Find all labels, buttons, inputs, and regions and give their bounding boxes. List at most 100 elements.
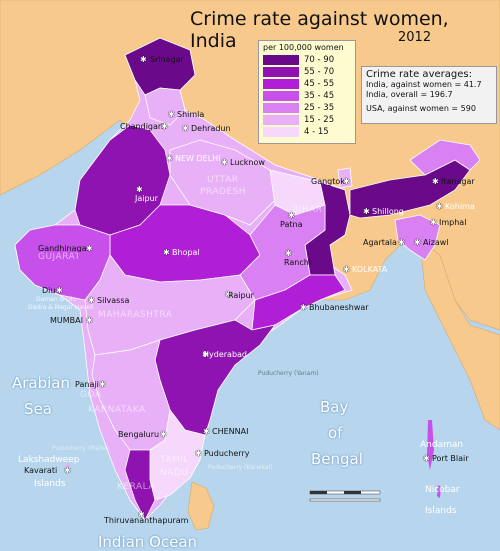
sea-label-indian-ocean: Indian Ocean xyxy=(98,533,198,551)
legend-swatch xyxy=(263,103,299,113)
city-label-hyderabad: Hyderabad xyxy=(203,350,247,359)
territory-label-daman: Daman & Diu xyxy=(36,296,77,303)
map-title: Crime rate against women, India xyxy=(190,8,449,52)
city-label-raipur: Raipur xyxy=(228,291,254,300)
city-label-port-blair: Port Blair xyxy=(432,454,469,463)
city-label-imphal: Imphal xyxy=(439,218,467,227)
legend-label: 25 - 35 xyxy=(304,103,335,113)
state-label-nadu: NADU xyxy=(160,468,189,478)
city-thiruvananthapuram: ✱ xyxy=(138,510,145,519)
city-shimla: ✱ xyxy=(168,110,175,119)
legend-label: 4 - 15 xyxy=(304,127,329,137)
island-label-lakshadweep-islands: Islands xyxy=(34,479,66,489)
city-bengaluru: ✱ xyxy=(160,430,167,439)
state-label-maharashtra: MAHARASHTRA xyxy=(98,310,173,320)
city-hyderabad: ✱ xyxy=(202,350,209,359)
city-jaipur: ✱ xyxy=(136,185,143,194)
city-kohima: ✱ xyxy=(436,202,443,211)
legend-label: 45 - 55 xyxy=(304,79,335,89)
city-label-panaji: Panaji xyxy=(75,380,99,389)
city-chennai: ✱ xyxy=(203,427,210,436)
city-chandigarh: ✱ xyxy=(161,122,168,131)
region-northeast xyxy=(349,159,471,219)
city-label-agartala: Agartala xyxy=(363,238,397,247)
average-usa-women: USA, against women = 590 xyxy=(366,104,476,113)
city-dehradun: ✱ xyxy=(182,124,189,133)
city-label-srinagar: Srinagar xyxy=(150,55,184,64)
region-tripura-mizoram xyxy=(394,214,441,261)
legend-label: 35 - 45 xyxy=(304,91,335,101)
city-shillong: ✱ xyxy=(363,207,370,216)
city-label-bengaluru: Bengaluru xyxy=(118,430,160,439)
territory-label-mahe: Puducherry (Mahe) xyxy=(52,445,110,452)
city-mumbai: ✱ xyxy=(86,316,93,325)
island-label-lakshadweep: Lakshadweep xyxy=(18,455,80,465)
city-bhopal: ✱ xyxy=(163,248,170,257)
territory-label-karaikal: Puducherry (Karaikal) xyxy=(208,464,273,471)
island-label-andaman: Andaman xyxy=(420,440,464,450)
state-label-tamil: TAMIL xyxy=(160,455,189,465)
legend-label: 55 - 70 xyxy=(304,67,335,77)
city-label-ranchi: Ranchi xyxy=(284,258,312,267)
city-raipur: ✱ xyxy=(225,290,232,299)
legend-label: 70 - 90 xyxy=(304,55,335,65)
city-bhubaneshwar: ✱ xyxy=(300,303,307,312)
average-india-women: India, against women = 41.7 xyxy=(366,80,482,89)
city-label-patna: Patna xyxy=(280,220,303,229)
city-label-mumbai: MUMBAI xyxy=(50,316,83,325)
legend-label: 15 - 25 xyxy=(304,115,335,125)
legend-title: per 100,000 women xyxy=(263,43,344,52)
city-gangtok: ✱ xyxy=(343,177,350,186)
sea-label-arabian-sea: Sea xyxy=(24,400,52,418)
city-lucknow: ✱ xyxy=(221,158,228,167)
city-label-shimla: Shimla xyxy=(177,110,205,119)
state-label-goa: GOA xyxy=(80,390,102,400)
legend-item: 45 - 55 xyxy=(263,78,351,90)
lakshadweep-islands xyxy=(66,463,70,467)
legend-swatch xyxy=(263,55,299,65)
city-kavarati: ✱ xyxy=(64,466,71,475)
sea-label-arabian: Arabian xyxy=(12,374,71,392)
city-new-delhi: ✱ xyxy=(166,154,173,163)
map-year: 2012 xyxy=(398,30,432,45)
region-east-central xyxy=(239,204,326,301)
city-label-kolkata: KOLKATA xyxy=(352,265,388,274)
territory-label-dadra: Dadra & Nagar Haveli xyxy=(28,304,94,311)
city-label-kavarati: Kavarati xyxy=(24,466,58,475)
sea-label-bay: Bay xyxy=(320,398,349,416)
city-puducherry: ✱ xyxy=(195,449,202,458)
city-silvassa: ✱ xyxy=(88,296,95,305)
city-srinagar: ✱ xyxy=(140,55,147,64)
island-label-nicobar-islands: Islands xyxy=(425,506,457,516)
scale-bar xyxy=(309,490,381,502)
nicobar-islands xyxy=(437,485,441,498)
city-label-gandhinagar: Gandhinagar xyxy=(38,244,90,253)
state-label-kerala: KERALA xyxy=(117,482,156,492)
city-ranchi: ✱ xyxy=(285,249,292,258)
myanmar-land xyxy=(419,239,500,431)
city-agartala: ✱ xyxy=(398,238,405,247)
region-up xyxy=(169,139,276,226)
region-kerala xyxy=(124,449,156,521)
city-gandhinagar: ✱ xyxy=(86,244,93,253)
city-diu: ✱ xyxy=(56,286,63,295)
city-port-blair: ✱ xyxy=(423,454,430,463)
city-label-diu: Diu xyxy=(42,286,56,295)
state-label-uttar: UTTAR xyxy=(207,175,239,185)
region-arunachal xyxy=(409,139,481,176)
city-label-new-delhi: NEW DELHI xyxy=(175,154,221,163)
legend-item: 25 - 35 xyxy=(263,102,351,114)
legend-swatch xyxy=(263,67,299,77)
city-patna: ✱ xyxy=(288,211,295,220)
legend-swatch xyxy=(263,91,299,101)
city-label-shillong: Shillong xyxy=(372,207,404,216)
city-label-dehradun: Dehradun xyxy=(191,124,231,133)
island-label-nicobar: Nicobar xyxy=(425,485,460,495)
sea-label-of: of xyxy=(328,424,343,442)
city-label-lucknow: Lucknow xyxy=(230,158,265,167)
state-label-bihar: BIHAR xyxy=(292,205,323,215)
city-panaji: ✱ xyxy=(99,380,106,389)
legend-item: 35 - 45 xyxy=(263,90,351,102)
city-label-bhopal: Bhopal xyxy=(172,248,200,257)
